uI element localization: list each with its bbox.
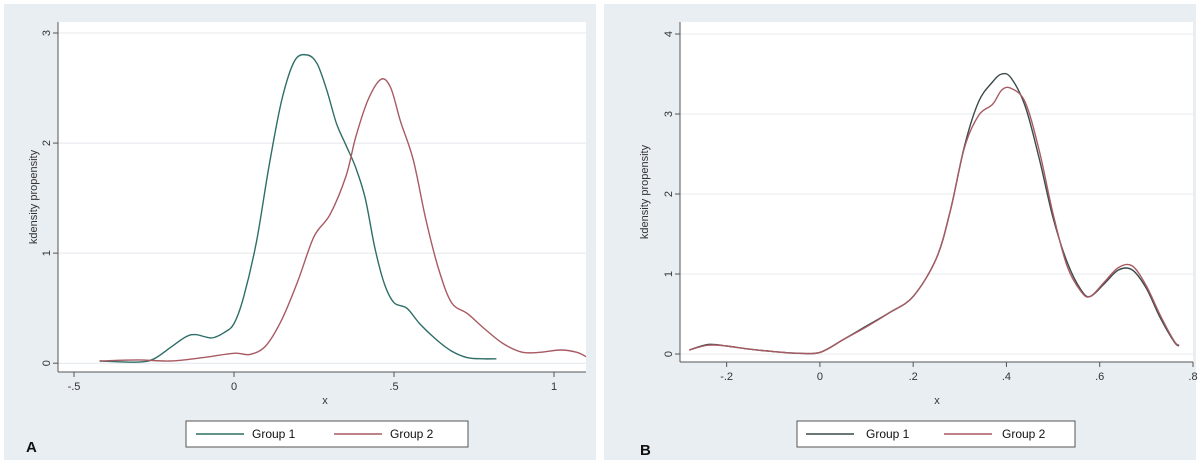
panel-b-x-tick-label-3: .4 (1002, 371, 1011, 383)
panel-a-x-tick-label-0: -.5 (68, 381, 81, 393)
panel-b-y-tick-label-3: 3 (663, 111, 675, 117)
panel-b-y-tick-label-4: 4 (663, 31, 675, 37)
panel-a-legend-label-group-1: Group 1 (252, 427, 296, 441)
panel-b-x-axis-label: x (934, 395, 940, 407)
panel-b-legend-label-group-1: Group 1 (866, 427, 910, 441)
panel-b-x-tick-label-1: 0 (817, 371, 823, 383)
panel-a-y-tick-label-3: 3 (41, 30, 53, 36)
panel-b-x-tick-label-2: .2 (909, 371, 918, 383)
panel-b-legend: Group 1 Group 2 (796, 420, 1076, 448)
panel-b-plot-area (680, 22, 1193, 362)
panel-b-y-tick-label-1: 1 (663, 271, 675, 277)
panel-b-gridlines (680, 33, 1193, 355)
panel-a-x-tick-label-1: 0 (231, 381, 237, 393)
panel-b-x-tick-label-5: .8 (1188, 371, 1197, 383)
panel-a-x-tick-label-2: .5 (389, 381, 398, 393)
panel-a-series-line-group-1 (99, 53, 497, 363)
panel-b-series (689, 72, 1180, 355)
panel-a-y-tick-label-0: 0 (41, 360, 53, 366)
panel-a-plot-area (58, 22, 586, 372)
panel-a-legend-label-group-2: Group 2 (390, 427, 434, 441)
panel-b-ticks: 0 1 2 3 4 -.2 0 .2 .4 .6 .8 (663, 31, 1198, 383)
panel-a-gridlines (58, 32, 586, 364)
panel-b-x-tick-label-4: .6 (1095, 371, 1104, 383)
panel-a-letter: A (26, 439, 37, 456)
panel-b-series-line-group-2 (689, 86, 1180, 355)
panel-a-y-tick-label-2: 2 (41, 140, 53, 146)
panel-a: 0 1 2 3 -.5 0 .5 1 x kdensity propensity Group … (4, 4, 596, 460)
panel-a-series-line-group-2 (99, 78, 587, 362)
panel-a-x-tick-label-3: 1 (551, 381, 557, 393)
panel-b-x-tick-label-0: -.2 (720, 371, 733, 383)
panel-b-y-tick-label-0: 0 (663, 351, 675, 357)
panel-a-ticks: 0 1 2 3 -.5 0 .5 1 (41, 30, 557, 393)
panel-a-series (99, 53, 587, 363)
panel-b-y-tick-label-2: 2 (663, 191, 675, 197)
panel-a-legend: Group 1 Group 2 (185, 420, 469, 448)
panel-b-y-axis-label: kdensity propensity (639, 144, 651, 239)
panel-b-letter: B (640, 442, 651, 459)
panel-a-y-axis-label: kdensity propensity (28, 149, 40, 244)
panel-a-y-tick-label-1: 1 (41, 250, 53, 256)
panel-a-x-axis-label: x (322, 395, 328, 407)
panel-b-legend-label-group-2: Group 2 (1002, 427, 1046, 441)
